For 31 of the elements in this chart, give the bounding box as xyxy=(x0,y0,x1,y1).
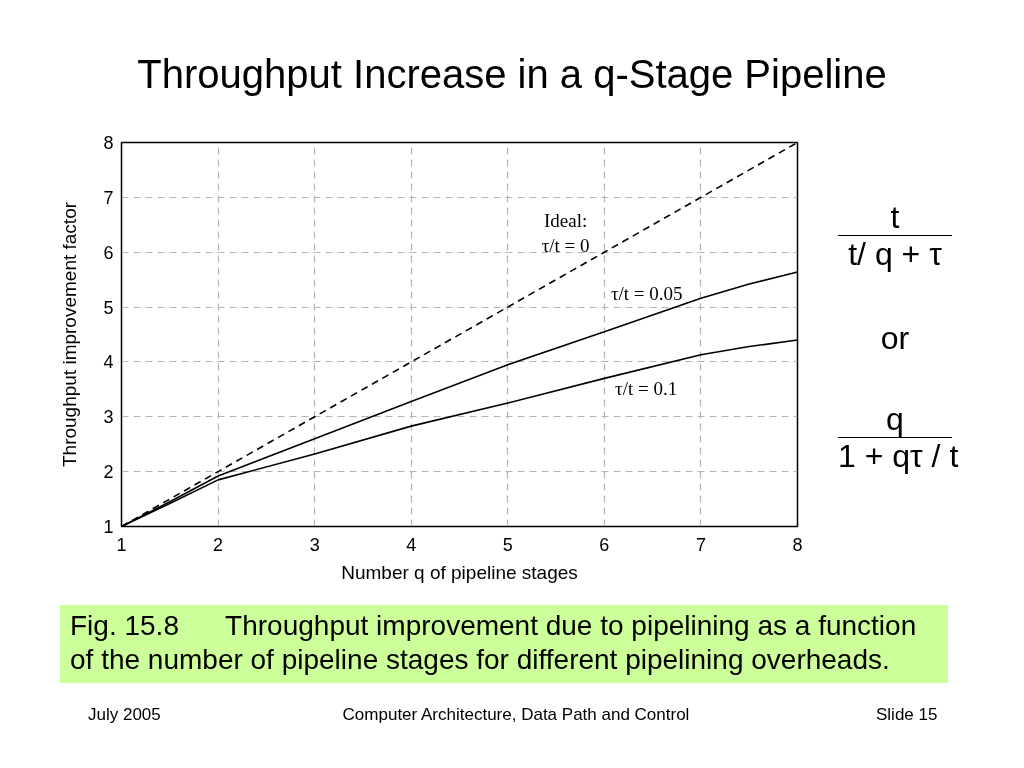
chart-title: Throughput Increase in a q-Stage Pipeline xyxy=(136,51,888,97)
text: or xyxy=(879,320,911,356)
series-label: τ/t = 0.1 xyxy=(615,377,678,399)
x-tick-label: 2 xyxy=(213,534,224,555)
text: 1 + qτ / t xyxy=(838,438,959,474)
series-label: τ/t = 0.05 xyxy=(610,282,683,304)
x-tick-label: 8 xyxy=(792,534,803,555)
text: t xyxy=(838,199,952,236)
y-axis-title: Throughput improvement factor xyxy=(59,201,81,468)
text: q xyxy=(838,401,952,438)
x-tick-label: 5 xyxy=(502,534,513,555)
caption: Fig. 15.8 Throughput improvement due to pipelining as a function of the number of pipeline stages for different pipelining overheads. xyxy=(60,605,948,683)
text: Slide 15 xyxy=(876,705,938,725)
y-tick-label: 8 xyxy=(103,133,114,153)
text: July 2005 xyxy=(88,705,161,725)
text: Computer Architecture, Data Path and Control xyxy=(341,705,691,725)
y-tick-label: 6 xyxy=(103,242,114,263)
y-tick-label: 7 xyxy=(103,187,114,208)
x-tick-label: 6 xyxy=(599,534,610,555)
y-tick-label: 5 xyxy=(103,297,114,318)
x-tick-label: 3 xyxy=(309,534,320,555)
x-tick-label: 4 xyxy=(406,534,417,555)
y-tick-label: 1 xyxy=(103,517,114,537)
x-axis-title: Number q of pipeline stages xyxy=(341,561,578,583)
y-tick-label: 4 xyxy=(103,352,114,373)
x-tick-label: 1 xyxy=(116,534,127,555)
x-tick-label: 7 xyxy=(695,534,706,555)
series-label: Ideal: τ/t = 0 xyxy=(541,210,590,257)
text: t/ q + τ xyxy=(847,236,943,272)
y-tick-label: 2 xyxy=(103,462,114,483)
y-tick-label: 3 xyxy=(103,407,114,428)
